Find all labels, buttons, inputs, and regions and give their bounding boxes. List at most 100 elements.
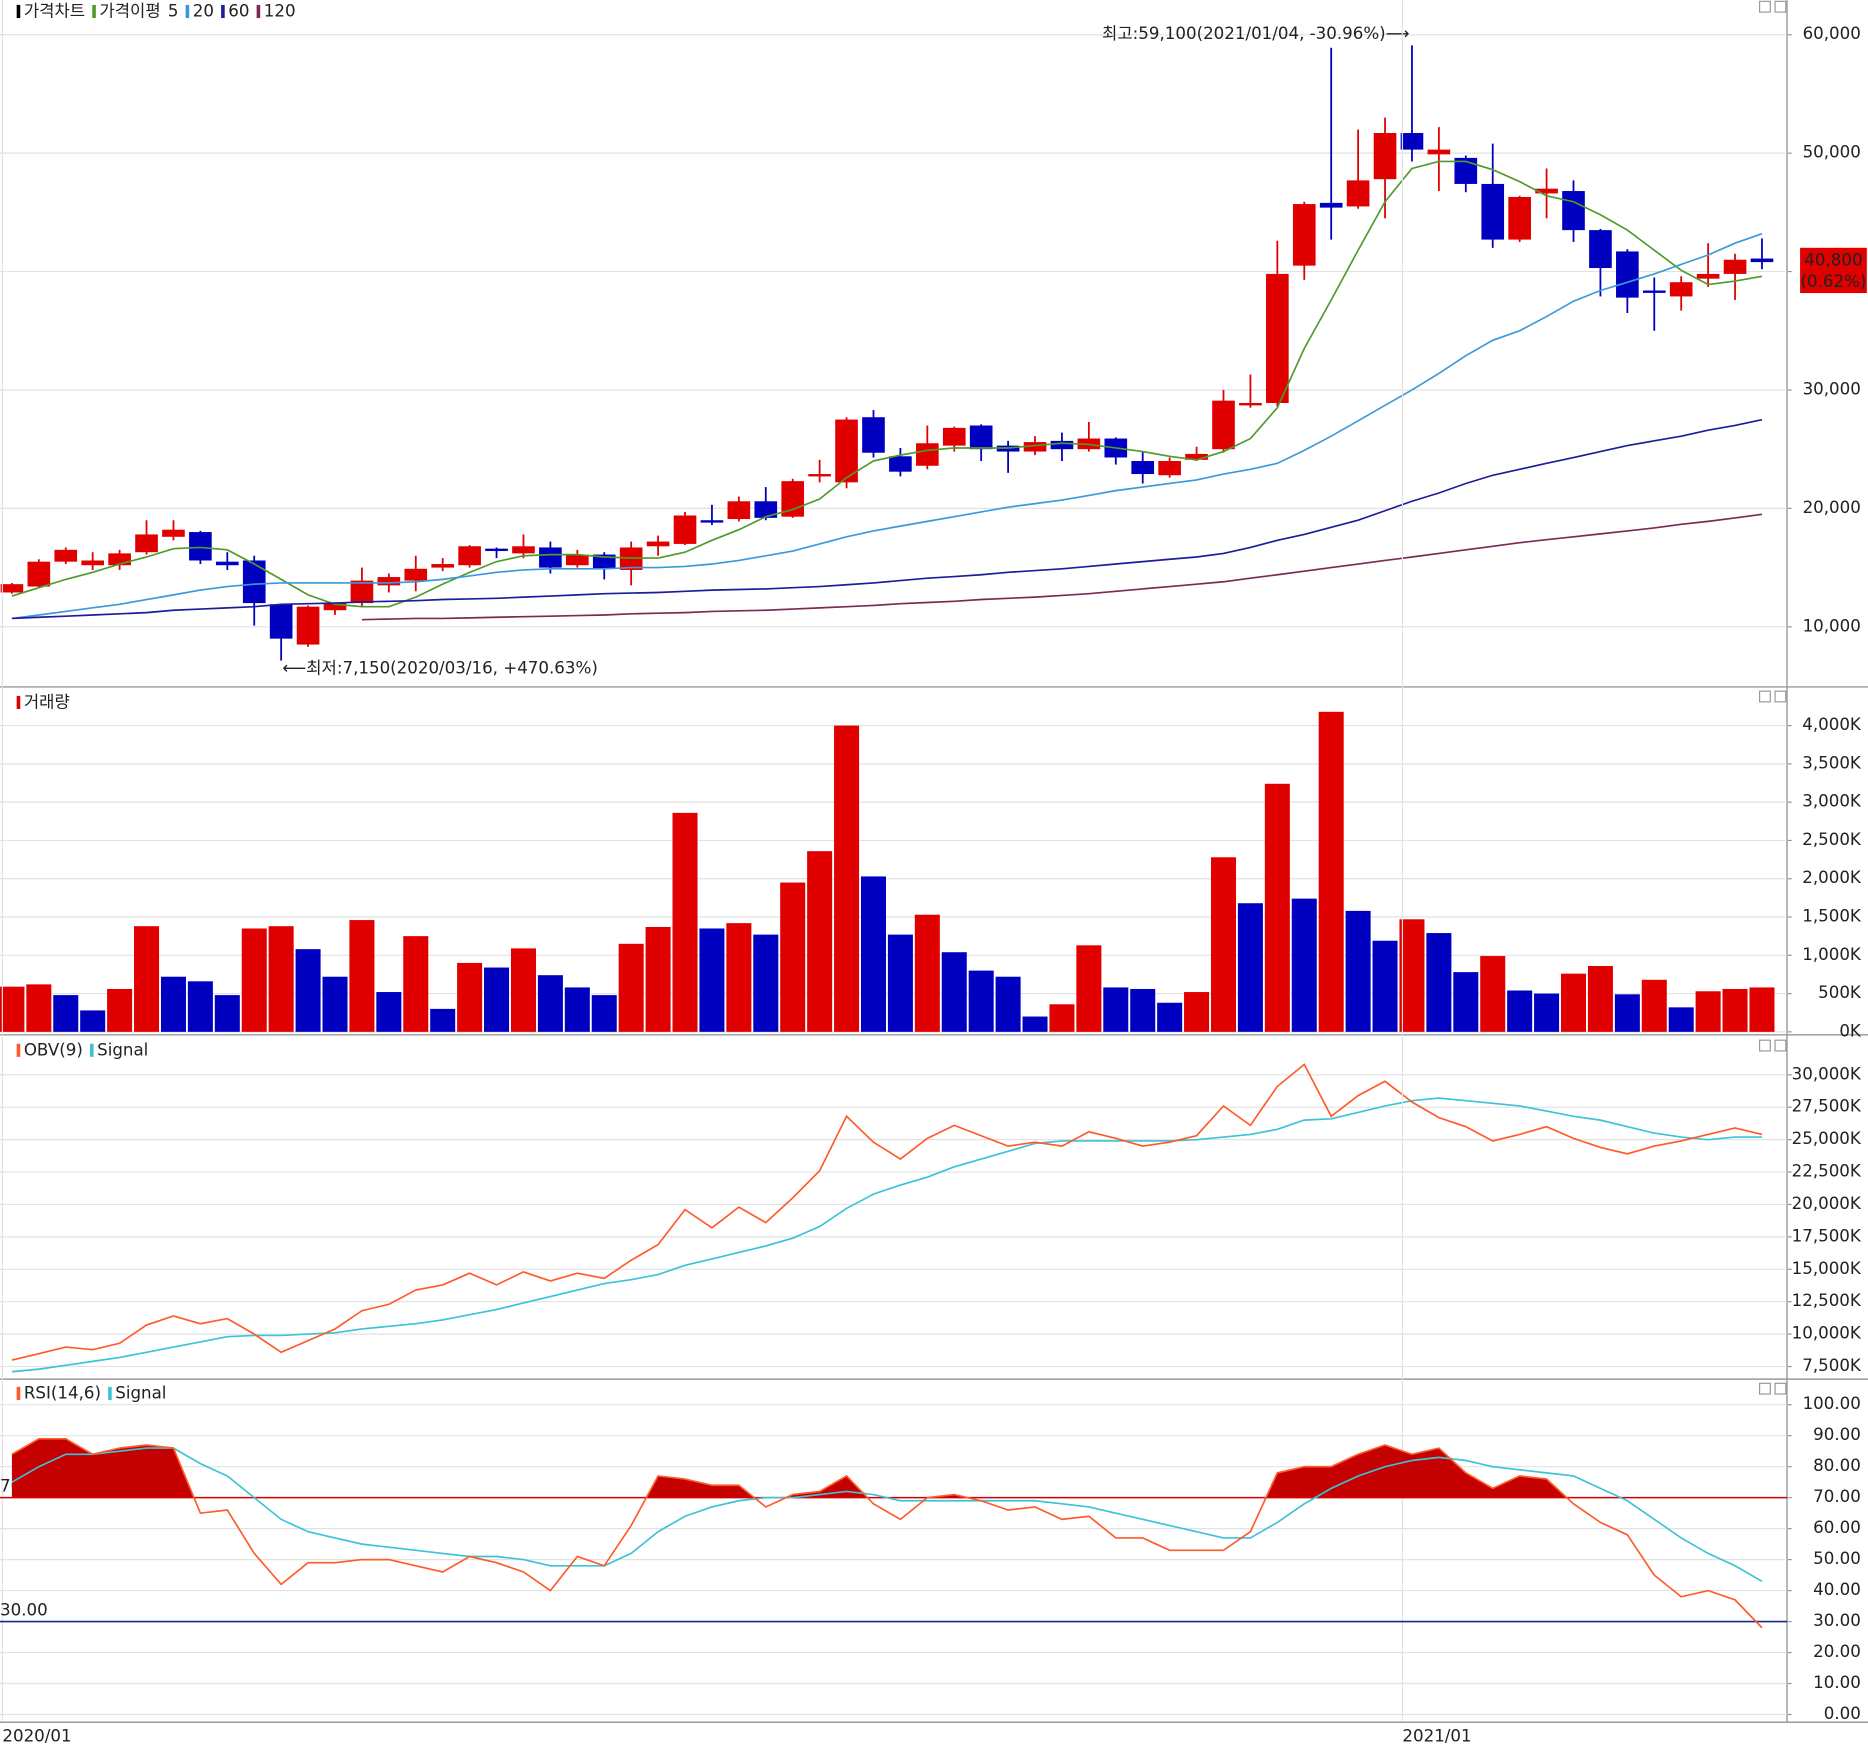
volume-bar xyxy=(699,928,725,1032)
panel-button[interactable] xyxy=(1774,1382,1787,1395)
legend-marker xyxy=(16,4,21,19)
volume-bar xyxy=(1157,1002,1183,1032)
y-tick-label: 30,000K xyxy=(1792,1064,1862,1083)
legend-label: 가격이평 xyxy=(99,2,160,21)
volume-bar xyxy=(510,948,536,1032)
y-tick-label: 30,000 xyxy=(1803,379,1861,398)
legend-label: RSI(14,6) xyxy=(24,1384,101,1403)
high-annotation: 최고:59,100(2021/01/04, -30.96%)⟶ xyxy=(1102,24,1410,43)
indicator-line xyxy=(11,1447,1763,1583)
legend-marker xyxy=(92,4,96,19)
volume-bar xyxy=(672,812,698,1032)
moving-average xyxy=(11,232,1763,620)
last-price-label: (0.62%) xyxy=(1800,272,1866,291)
panel-button[interactable] xyxy=(1774,1039,1787,1052)
candle-body xyxy=(673,515,697,544)
candle-body xyxy=(81,560,105,566)
candle-body xyxy=(942,427,966,446)
y-tick-label: 30.00 xyxy=(1813,1611,1861,1630)
panel-button[interactable] xyxy=(1774,690,1787,703)
y-tick-label: 10.00 xyxy=(1813,1673,1861,1692)
y-tick-label: 7,500K xyxy=(1802,1356,1862,1375)
legend-marker xyxy=(256,4,261,19)
y-tick-label: 70.00 xyxy=(1813,1487,1861,1506)
candle-body xyxy=(835,419,858,483)
legend-marker xyxy=(185,4,190,19)
legend-label: 120 xyxy=(264,2,296,21)
candle-body xyxy=(1454,157,1478,184)
candle-body xyxy=(1292,204,1316,266)
volume-bar xyxy=(1372,940,1398,1032)
volume-bar xyxy=(241,928,267,1032)
candle-body xyxy=(350,580,374,604)
candle-body xyxy=(1131,461,1155,475)
panel-button[interactable] xyxy=(1758,1039,1771,1052)
candle-body xyxy=(512,546,535,554)
y-tick-label: 20,000 xyxy=(1803,498,1861,517)
candle-body xyxy=(189,532,212,561)
candle-body xyxy=(1050,440,1074,450)
volume-bar xyxy=(134,926,160,1032)
candle-body xyxy=(916,443,939,466)
legend-label: 60 xyxy=(228,2,249,21)
volume-bar xyxy=(995,976,1021,1032)
y-tick-label: 50.00 xyxy=(1813,1549,1861,1568)
volume-bar xyxy=(53,995,79,1032)
legend-label: Signal xyxy=(97,1040,148,1059)
y-tick-label: 3,500K xyxy=(1802,753,1862,772)
candle-body xyxy=(646,541,670,547)
legend-marker xyxy=(16,695,21,710)
volume-bar xyxy=(726,923,752,1032)
panel-buttons xyxy=(1758,0,1787,1395)
last-price-label: 40,800 xyxy=(1804,250,1862,269)
panel-button[interactable] xyxy=(1758,690,1771,703)
volume-bar xyxy=(1264,783,1290,1032)
candle-body xyxy=(1185,453,1208,460)
y-tick-label: 27,500K xyxy=(1792,1097,1862,1116)
candle-body xyxy=(27,561,51,587)
candle-body xyxy=(1373,133,1397,180)
panel-button[interactable] xyxy=(1774,0,1787,13)
volume-bar xyxy=(780,882,806,1032)
candle-body xyxy=(1696,273,1720,279)
candle-body xyxy=(889,456,912,472)
volume-bar xyxy=(941,952,967,1032)
volume-bar xyxy=(537,975,563,1032)
y-tick-label: 10,000K xyxy=(1792,1324,1862,1343)
legend-label: 거래량 xyxy=(24,693,70,712)
legend-marker xyxy=(89,1043,94,1057)
candle-body xyxy=(377,577,401,586)
y-tick-label: 12,500K xyxy=(1792,1291,1862,1310)
legend-label: 5 xyxy=(168,2,179,21)
volume-bar xyxy=(1587,966,1613,1032)
volume-bar xyxy=(1641,979,1667,1032)
volume-bar xyxy=(1291,898,1317,1032)
volume-bar xyxy=(1076,945,1102,1032)
candle-body xyxy=(1427,149,1451,155)
volume-bar xyxy=(80,1010,106,1032)
volume-bar xyxy=(1722,988,1748,1032)
moving-average xyxy=(361,513,1763,621)
y-tick-label: 80.00 xyxy=(1813,1456,1861,1475)
overbought-area xyxy=(11,1438,1762,1498)
legend-marker xyxy=(108,1386,112,1400)
volume-bar xyxy=(591,995,617,1032)
volume-bar xyxy=(1399,919,1425,1032)
candle-body xyxy=(862,417,885,453)
low-annotation: ⟵최저:7,150(2020/03/16, +470.63%) xyxy=(282,658,597,677)
candle-body xyxy=(323,603,347,611)
volume-bar xyxy=(1453,972,1479,1032)
y-tick-label: 20,000K xyxy=(1792,1194,1862,1213)
volume-bar xyxy=(484,967,510,1032)
volume-bar xyxy=(430,1008,456,1032)
volume-bar xyxy=(1318,711,1344,1032)
candle-body xyxy=(296,606,320,645)
y-tick-label: 60,000 xyxy=(1803,24,1861,43)
volume-bar xyxy=(1480,956,1506,1032)
candle-body xyxy=(592,554,616,569)
panel-button[interactable] xyxy=(1758,0,1771,13)
volume-bar xyxy=(1184,992,1210,1032)
panel-button[interactable] xyxy=(1758,1382,1771,1395)
candle-body xyxy=(1346,180,1370,207)
volume-bar xyxy=(1210,857,1237,1032)
